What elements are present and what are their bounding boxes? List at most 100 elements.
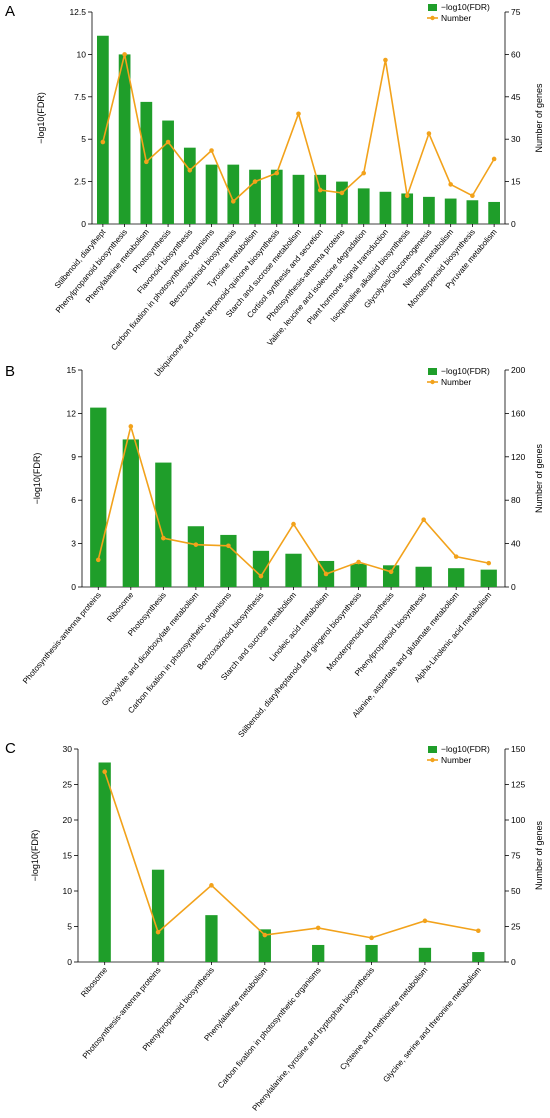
number-point: [476, 928, 481, 934]
legend: −log10(FDR)Number: [427, 366, 490, 387]
bar: [151, 869, 165, 962]
chart-panel-c: C 0 5 10 15 20 25 30 0 25 50 75 100 125 150 −log10(FDR)…: [5, 740, 544, 1113]
y-tick-label: 3: [71, 539, 76, 549]
y2-axis-title: Number of genes: [534, 83, 544, 153]
bar: [357, 188, 370, 224]
number-point: [470, 193, 475, 199]
number-point: [369, 935, 374, 941]
y2-axis-title: Number of genes: [534, 443, 544, 513]
y-axis-title: −log10(FDR): [36, 92, 46, 144]
bar: [365, 944, 378, 962]
bar: [292, 174, 305, 224]
bar: [270, 169, 283, 224]
y2-tick-label: 0: [511, 957, 516, 967]
bar: [312, 944, 325, 962]
number-point: [122, 52, 127, 57]
number-point: [155, 929, 161, 935]
y-tick-label: 0: [81, 219, 86, 229]
legend-bar-swatch: [428, 4, 437, 11]
number-point: [296, 111, 301, 117]
legend-line-marker: [430, 15, 435, 21]
legend: −log10(FDR)Number: [427, 744, 490, 765]
category-label: Carbon fixation in photosynthetic organi…: [216, 966, 323, 1091]
bar: [227, 164, 240, 224]
number-point: [258, 573, 264, 579]
number-point: [102, 769, 107, 775]
bar: [205, 915, 218, 962]
bar: [96, 35, 109, 224]
number-point: [128, 424, 134, 429]
number-point: [252, 179, 258, 184]
category-label: Carbon fixation in photosynthetic organi…: [109, 228, 216, 353]
y2-tick-label: 30: [511, 134, 521, 144]
number-point: [339, 190, 345, 196]
legend-label-number: Number: [441, 13, 471, 23]
category-label: Linoleic acid metabolism: [268, 590, 331, 663]
y-tick-label: 20: [63, 815, 73, 825]
y2-tick-label: 160: [511, 408, 525, 418]
legend-bar-swatch: [428, 368, 437, 375]
bar: [444, 198, 457, 224]
number-point: [486, 560, 492, 566]
legend-label-fdr: −log10(FDR): [441, 2, 490, 12]
bar: [480, 569, 497, 587]
category-label: Cysteine and methionine metabolism: [338, 965, 429, 1072]
bar: [183, 147, 196, 224]
number-point: [323, 571, 329, 577]
legend-line-marker: [430, 757, 435, 763]
y2-tick-label: 15: [511, 177, 521, 187]
y-tick-label: 10: [63, 886, 73, 896]
category-label: Ribosome: [105, 590, 135, 624]
y2-tick-label: 120: [511, 452, 525, 462]
legend-label-number: Number: [441, 755, 471, 765]
bar: [187, 526, 205, 587]
number-point: [161, 535, 166, 541]
bar: [466, 200, 479, 224]
legend-label-fdr: −log10(FDR): [441, 744, 490, 754]
bar: [336, 181, 348, 224]
bar: [382, 565, 400, 587]
number-point: [209, 148, 214, 153]
y-tick-label: 12: [67, 408, 77, 418]
bar: [205, 164, 218, 224]
bar: [258, 929, 271, 962]
number-point: [361, 170, 367, 176]
number-point: [404, 193, 410, 199]
bar: [418, 947, 432, 962]
bar: [285, 553, 302, 587]
number-point: [100, 139, 106, 145]
number-point: [95, 557, 101, 563]
y-tick-label: 0: [67, 957, 72, 967]
bar: [118, 54, 131, 225]
bar: [488, 201, 501, 224]
number-point: [274, 170, 280, 176]
bar: [122, 439, 139, 587]
number-point: [448, 182, 453, 187]
y2-tick-label: 150: [511, 744, 525, 754]
y-tick-label: 0: [71, 582, 76, 592]
y2-tick-label: 60: [511, 49, 521, 59]
y-axis-title: −log10(FDR): [30, 830, 40, 882]
number-point: [144, 159, 149, 165]
bar: [472, 952, 485, 962]
bar: [448, 568, 465, 587]
y-tick-label: 9: [71, 452, 76, 462]
bar: [379, 191, 392, 224]
y2-tick-label: 80: [511, 495, 521, 505]
y-tick-label: 5: [81, 134, 86, 144]
bar: [155, 462, 172, 587]
y-tick-label: 5: [67, 922, 72, 932]
y2-axis-title: Number of genes: [534, 820, 544, 890]
bar: [350, 563, 367, 587]
number-point: [453, 554, 459, 559]
bar: [249, 169, 261, 224]
category-label: Stilbenoid, diarylheptanoid and gingerol…: [236, 591, 363, 740]
y2-tick-label: 50: [511, 886, 521, 896]
number-line: [103, 771, 479, 939]
y2-tick-label: 75: [511, 7, 521, 17]
panel-label: A: [5, 3, 15, 20]
y-tick-label: 2.5: [74, 177, 86, 187]
y-tick-label: 25: [63, 780, 73, 790]
bar: [423, 196, 435, 224]
